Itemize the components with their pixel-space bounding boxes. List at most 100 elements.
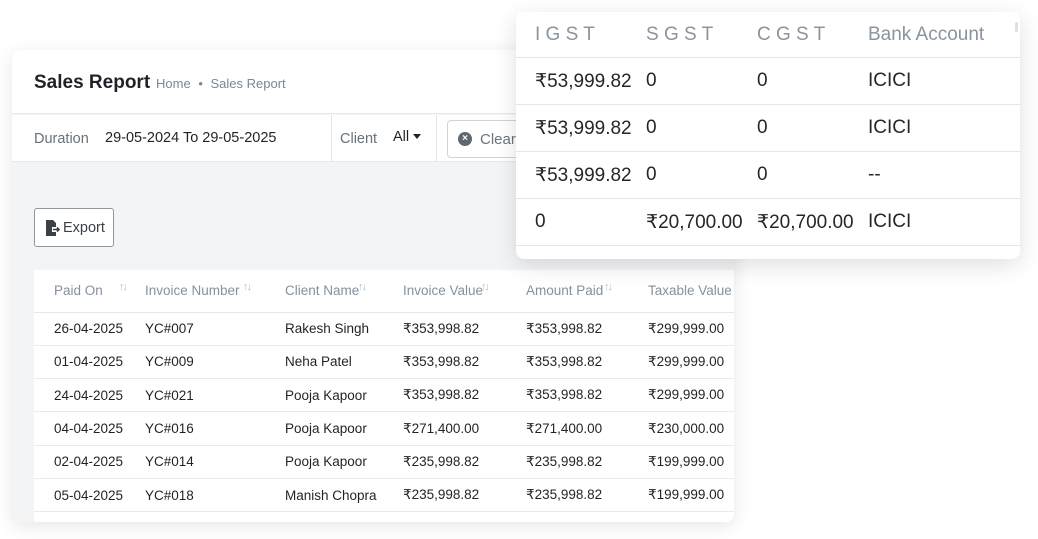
cell-sgst: ₹20,700.00 [646, 212, 743, 233]
table-header-row: Paid On ↑↓ Invoice Number ↑↓ Client Name ↑↓… [34, 270, 734, 313]
cell-sgst: 0 [646, 70, 657, 91]
client-label: Client [340, 131, 378, 147]
cell-taxable-value: ₹230,000.00 [628, 411, 734, 446]
duration-picker[interactable]: 29-05-2024 To 29-05-2025 [105, 130, 277, 146]
cell-client-name: Pooja Kapoor [265, 445, 383, 479]
page-title: Sales Report [34, 72, 151, 93]
cell-amount-paid: ₹271,400.00 [506, 411, 628, 446]
cell-bank-account: -- [868, 164, 881, 185]
cell-sgst: 0 [646, 164, 657, 185]
cell-cgst: 0 [757, 164, 768, 185]
sort-icon[interactable]: ↑↓ [481, 281, 490, 293]
column-header-igst: I G S T [535, 24, 595, 45]
breadcrumb: Home • Sales Report [156, 76, 286, 91]
cell-paid-on: 01-04-2025 [34, 345, 125, 380]
cell-invoice-value: ₹235,998.82 [383, 445, 506, 479]
cell-sgst: 0 [646, 117, 657, 138]
cell-amount-paid: ₹353,998.82 [506, 345, 628, 380]
sort-icon[interactable]: ↑↓ [604, 281, 613, 293]
file-export-icon [46, 220, 60, 236]
tax-table-row: 0 ₹20,700.00 ₹20,700.00 ICICI [516, 199, 1020, 246]
cell-invoice-value: ₹353,998.82 [383, 312, 506, 346]
cell-paid-on: 02-04-2025 [34, 445, 125, 479]
cell-amount-paid: ₹353,998.82 [506, 378, 628, 413]
cell-invoice-number[interactable]: YC#018 [125, 478, 265, 513]
cell-paid-on: 04-04-2025 [34, 411, 125, 446]
column-header-bank-account: Bank Account [868, 24, 985, 45]
cell-invoice-value: ₹271,400.00 [383, 411, 506, 446]
table-row[interactable]: 04-04-2025 YC#016 Pooja Kapoor ₹271,400.… [34, 411, 734, 446]
column-header-invoice-value[interactable]: Invoice Value ↑↓ [383, 270, 506, 313]
cell-amount-paid: ₹235,998.82 [506, 445, 628, 479]
column-header-invoice-number[interactable]: Invoice Number ↑↓ [125, 270, 265, 313]
cell-igst: 0 [535, 211, 546, 232]
cell-client-name: Neha Patel [265, 345, 383, 380]
column-header-taxable-value[interactable]: Taxable Value [628, 270, 734, 313]
export-button-label: Export [63, 220, 105, 236]
client-select-value: All [393, 129, 410, 145]
export-button[interactable]: Export [34, 208, 114, 247]
cell-amount-paid: ₹235,998.82 [506, 478, 628, 513]
tax-table-row: ₹53,999.82 0 0 ICICI [516, 58, 1020, 105]
cell-cgst: 0 [757, 70, 768, 91]
cell-paid-on: 26-04-2025 [34, 312, 125, 346]
sales-table: Paid On ↑↓ Invoice Number ↑↓ Client Name ↑↓… [34, 270, 734, 513]
cell-bank-account: ICICI [868, 70, 912, 91]
tax-table-header-row: I G S T S G S T C G S T Bank Account [516, 12, 1020, 58]
scrollbar-thumb[interactable] [1015, 22, 1018, 32]
cell-paid-on: 05-04-2025 [34, 478, 125, 513]
duration-label: Duration [34, 131, 89, 147]
table-row[interactable]: 05-04-2025 YC#018 Manish Chopra ₹235,998… [34, 478, 734, 513]
cell-client-name: Pooja Kapoor [265, 411, 383, 446]
cell-client-name: Manish Chopra [265, 478, 383, 513]
table-row[interactable]: 26-04-2025 YC#007 Rakesh Singh ₹353,998.… [34, 312, 734, 346]
cell-igst: ₹53,999.82 [535, 118, 632, 139]
table-row[interactable]: 02-04-2025 YC#014 Pooja Kapoor ₹235,998.… [34, 445, 734, 479]
client-select[interactable]: All [393, 129, 422, 145]
cell-paid-on: 24-04-2025 [34, 378, 125, 413]
cell-client-name: Rakesh Singh [265, 312, 383, 346]
cell-invoice-number[interactable]: YC#016 [125, 411, 265, 446]
cell-taxable-value: ₹199,999.00 [628, 445, 734, 479]
sales-table-card: Paid On ↑↓ Invoice Number ↑↓ Client Name ↑↓… [34, 270, 734, 522]
sort-icon[interactable]: ↑↓ [243, 281, 252, 293]
column-header-cgst: C G S T [757, 24, 826, 45]
column-header-amount-paid[interactable]: Amount Paid ↑↓ [506, 270, 628, 313]
cell-cgst: ₹20,700.00 [757, 212, 854, 233]
cell-bank-account: ICICI [868, 211, 912, 232]
cell-invoice-number[interactable]: YC#014 [125, 445, 265, 479]
column-header-paid-on[interactable]: Paid On ↑↓ [34, 270, 128, 313]
cell-invoice-value: ₹353,998.82 [383, 345, 506, 380]
cell-taxable-value: ₹299,999.00 [628, 312, 734, 346]
filter-divider [331, 115, 332, 162]
tax-table-row: ₹53,999.82 0 0 ICICI [516, 105, 1020, 152]
chevron-down-icon [413, 134, 422, 139]
filter-divider [436, 115, 437, 162]
cell-taxable-value: ₹299,999.00 [628, 345, 734, 380]
cell-taxable-value: ₹299,999.00 [628, 378, 734, 413]
close-circle-icon: × [458, 132, 472, 146]
tax-table-row: ₹53,999.82 0 0 -- [516, 152, 1020, 199]
column-header-client-name[interactable]: Client Name ↑↓ [265, 270, 383, 313]
column-header-sgst: S G S T [646, 24, 714, 45]
tax-details-card: I G S T S G S T C G S T Bank Account ₹53… [516, 12, 1020, 259]
table-row[interactable]: 24-04-2025 YC#021 Pooja Kapoor ₹353,998.… [34, 378, 734, 413]
sort-icon[interactable]: ↑↓ [358, 281, 367, 293]
clear-button-label: Clear [480, 131, 516, 148]
cell-bank-account: ICICI [868, 117, 912, 138]
breadcrumb-separator: • [198, 76, 203, 91]
cell-invoice-number[interactable]: YC#007 [125, 312, 265, 346]
cell-cgst: 0 [757, 117, 768, 138]
cell-amount-paid: ₹353,998.82 [506, 312, 628, 346]
cell-igst: ₹53,999.82 [535, 71, 632, 92]
cell-invoice-number[interactable]: YC#009 [125, 345, 265, 380]
cell-invoice-value: ₹353,998.82 [383, 378, 506, 413]
cell-igst: ₹53,999.82 [535, 165, 632, 186]
table-row[interactable]: 01-04-2025 YC#009 Neha Patel ₹353,998.82… [34, 345, 734, 380]
cell-client-name: Pooja Kapoor [265, 378, 383, 413]
breadcrumb-home[interactable]: Home [156, 76, 191, 91]
sort-icon[interactable]: ↑↓ [119, 281, 128, 293]
cell-invoice-value: ₹235,998.82 [383, 478, 506, 513]
cell-taxable-value: ₹199,999.00 [628, 478, 734, 513]
cell-invoice-number[interactable]: YC#021 [125, 378, 265, 413]
